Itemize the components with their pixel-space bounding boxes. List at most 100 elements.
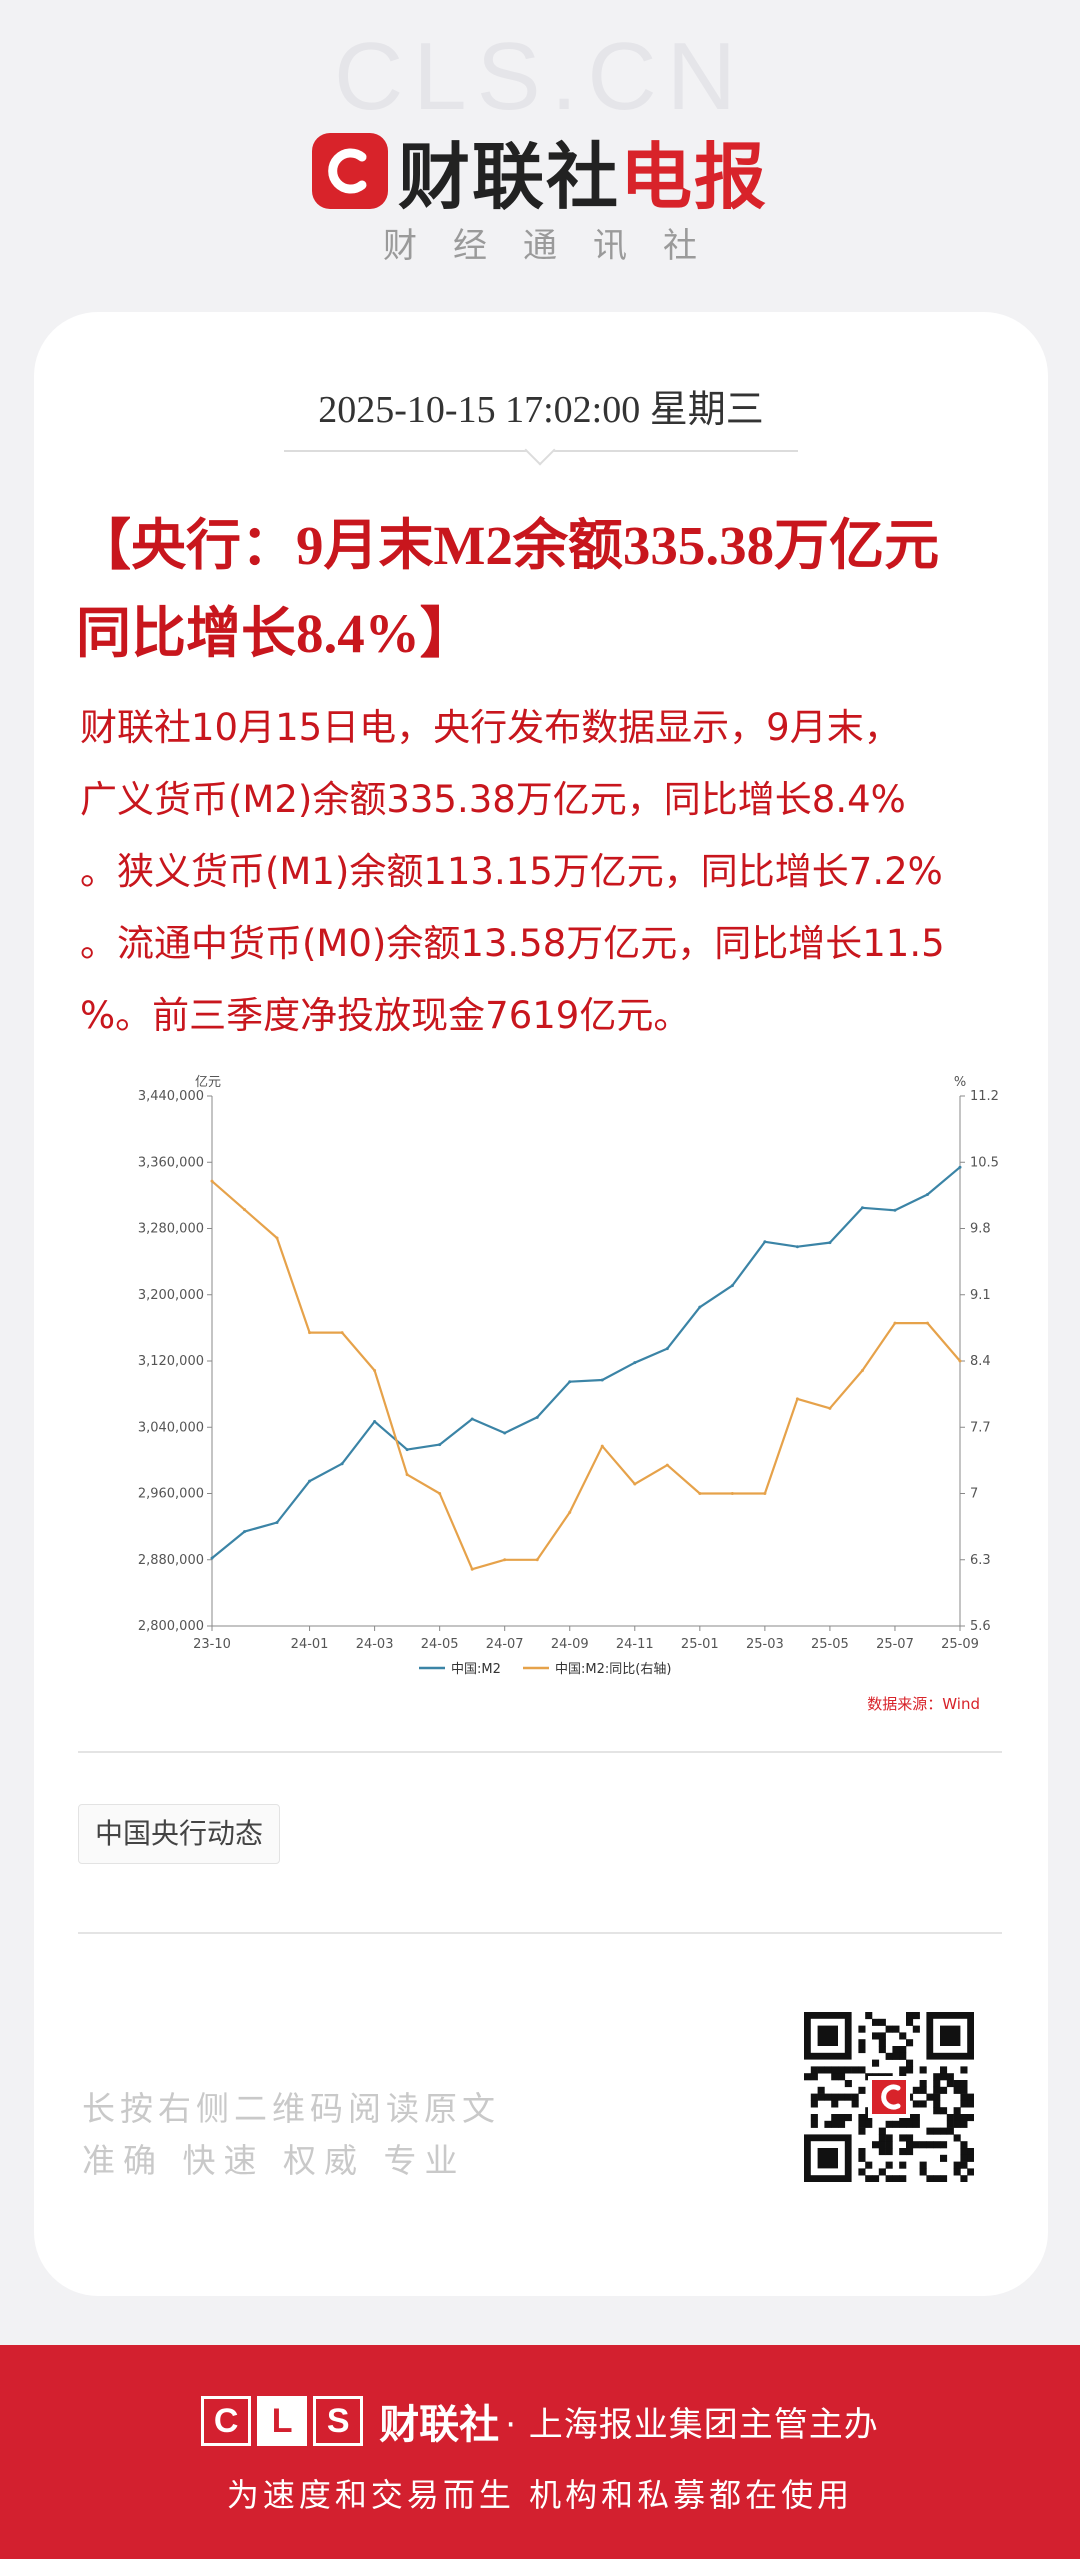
article-datetime: 2025-10-15 17:02:00 星期三 bbox=[318, 389, 764, 431]
y-right-tick-label: 7.7 bbox=[970, 1420, 991, 1435]
y-right-tick-label: 8.4 bbox=[970, 1354, 991, 1369]
brand-name-part2: 电报 bbox=[620, 135, 769, 219]
m2-balance-point bbox=[958, 1165, 962, 1169]
x-tick-label: 24-11 bbox=[616, 1637, 654, 1652]
m2-balance-point bbox=[373, 1419, 377, 1423]
x-tick-label: 24-09 bbox=[551, 1637, 589, 1652]
y-right-tick-label: 11.2 bbox=[970, 1089, 998, 1104]
banner-brand-row: C L S 财联社 · 上海报业集团主管主办 bbox=[0, 2392, 1080, 2450]
m2-yoy-point bbox=[373, 1368, 377, 1372]
brand-name: 财联社电报 bbox=[398, 118, 768, 223]
m2-balance-point bbox=[730, 1284, 734, 1288]
x-tick-label: 25-09 bbox=[941, 1637, 979, 1652]
m2-yoy-point bbox=[633, 1482, 637, 1486]
body-line: 广义货币(M2)余额335.38万亿元，同比增长8.4% bbox=[80, 778, 906, 821]
tag-divider bbox=[78, 1932, 1002, 1934]
m2-balance-point bbox=[633, 1361, 637, 1365]
m2-yoy-point bbox=[503, 1558, 507, 1562]
y-right-tick-label: 9.8 bbox=[970, 1222, 991, 1237]
y-left-tick-label: 3,120,000 bbox=[138, 1354, 204, 1369]
m2-yoy-point bbox=[600, 1444, 604, 1448]
m2-yoy-point bbox=[795, 1397, 799, 1401]
m2-balance-point bbox=[438, 1443, 442, 1447]
x-tick-label: 23-10 bbox=[193, 1637, 231, 1652]
x-tick-label: 25-01 bbox=[681, 1637, 719, 1652]
y-right-tick-label: 10.5 bbox=[970, 1155, 998, 1170]
brand-name-part1: 财联社 bbox=[397, 135, 620, 219]
data-source-label: 数据来源：Wind bbox=[867, 1695, 980, 1713]
body-line: %。前三季度净投放现金7619亿元。 bbox=[80, 994, 691, 1037]
y-left-tick-label: 3,280,000 bbox=[138, 1222, 204, 1237]
m2-yoy-point bbox=[535, 1558, 539, 1562]
y-left-tick-label: 2,960,000 bbox=[138, 1487, 204, 1502]
m2-yoy-point bbox=[243, 1208, 247, 1212]
slogan-text: 准确 快速 权威 专业 bbox=[82, 2141, 466, 2180]
banner-description: · 上海报业集团主管主办 bbox=[505, 2404, 879, 2445]
x-tick-label: 24-07 bbox=[486, 1637, 524, 1652]
m2-balance-point bbox=[308, 1479, 312, 1483]
x-tick-label: 25-05 bbox=[811, 1637, 849, 1652]
m2-balance-point bbox=[405, 1448, 409, 1452]
m2-yoy-point bbox=[763, 1492, 767, 1495]
datetime-notch bbox=[524, 434, 556, 466]
topic-tag[interactable]: 中国央行动态 bbox=[78, 1804, 281, 1864]
y-axis-right-unit: % bbox=[954, 1075, 966, 1090]
m2-chart-svg: 亿元 % 2,800,000 2,880,000 2,960,000 3,040,000 3… bbox=[138, 1075, 999, 1713]
m2-yoy-point bbox=[698, 1492, 702, 1495]
m2-balance-point bbox=[665, 1347, 669, 1351]
cls-letter-box: S bbox=[313, 2396, 364, 2446]
y-right-tick-label: 5.6 bbox=[970, 1619, 991, 1634]
m2-yoy-point bbox=[275, 1236, 279, 1240]
m2-yoy-point bbox=[568, 1510, 572, 1514]
x-tick-label: 24-01 bbox=[291, 1637, 329, 1652]
qr-code-icon[interactable] bbox=[804, 2012, 975, 2183]
y-left-tick-label: 3,360,000 bbox=[138, 1155, 204, 1170]
y-right-tick-label: 7 bbox=[970, 1487, 978, 1502]
headline-line: 同比增长8.4%】 bbox=[76, 603, 475, 664]
body-line: 。狭义货币(M1)余额113.15万亿元，同比增长7.2% bbox=[80, 850, 943, 893]
cls-letter-box: C bbox=[201, 2396, 252, 2446]
m2-balance-point bbox=[698, 1305, 702, 1309]
m2-yoy-point bbox=[893, 1321, 897, 1325]
brand-tagline: 财经通讯社 bbox=[383, 226, 733, 266]
headline-line: 【央行：9月末M2余额335.38万亿元 bbox=[76, 515, 940, 576]
y-right-tick-label: 9.1 bbox=[970, 1288, 991, 1303]
m2-balance-point bbox=[600, 1378, 604, 1382]
m2-balance-point bbox=[340, 1462, 344, 1466]
m2-yoy-line bbox=[211, 1180, 961, 1571]
article-body: 财联社10月15日电，央行发布数据显示，9月末， 广义货币(M2)余额335.3… bbox=[80, 692, 1026, 1052]
y-left-tick-label: 2,880,000 bbox=[138, 1553, 204, 1568]
m2-balance-point bbox=[860, 1206, 864, 1210]
m2-balance-point bbox=[763, 1240, 767, 1244]
m2-balance-point bbox=[795, 1245, 799, 1249]
m2-yoy-point bbox=[925, 1321, 929, 1325]
m2-yoy-point bbox=[958, 1359, 962, 1363]
article-card: 2025-10-15 17:02:00 星期三 【央行：9月末M2余额335.3… bbox=[34, 312, 1048, 2296]
banner-brand-name: 财联社 bbox=[379, 2402, 500, 2448]
body-line: 。流通中货币(M0)余额13.58万亿元，同比增长11.5 bbox=[80, 922, 945, 965]
m2-balance-point bbox=[470, 1417, 474, 1421]
m2-balance-point bbox=[925, 1193, 929, 1197]
x-tick-label: 24-05 bbox=[421, 1637, 459, 1652]
m2-balance-point bbox=[243, 1530, 247, 1534]
article-headline: 【央行：9月末M2余额335.38万亿元 同比增长8.4%】 bbox=[76, 502, 1016, 678]
body-line: 财联社10月15日电，央行发布数据显示，9月末， bbox=[80, 706, 901, 749]
legend-label: 中国:M2 bbox=[451, 1662, 501, 1677]
m2-balance-point bbox=[275, 1520, 279, 1524]
m2-yoy-point bbox=[210, 1179, 214, 1183]
cls-watermark: CLS.CN bbox=[333, 23, 747, 130]
legend-label: 中国:M2:同比(右轴) bbox=[555, 1662, 671, 1677]
m2-yoy-point bbox=[340, 1331, 344, 1335]
m2-yoy-point bbox=[405, 1473, 409, 1477]
x-tick-label: 25-03 bbox=[746, 1637, 784, 1652]
m2-chart: 亿元% 2,800,000 2,880,000 2,960,000 3,040,000 3… bbox=[84, 1074, 999, 1758]
bottom-banner: C L S 财联社 · 上海报业集团主管主办 为速度和交易而生 机构和私募都在使… bbox=[0, 2345, 1080, 2559]
y-right-tick-label: 6.3 bbox=[970, 1553, 991, 1568]
m2-balance-point bbox=[210, 1556, 214, 1560]
y-left-tick-label: 3,440,000 bbox=[138, 1089, 204, 1104]
m2-balance-point bbox=[535, 1415, 539, 1419]
m2-balance-line bbox=[211, 1166, 961, 1559]
x-tick-label: 24-03 bbox=[356, 1637, 394, 1652]
m2-balance-point bbox=[893, 1208, 897, 1212]
cls-letter-box: L bbox=[257, 2396, 308, 2446]
